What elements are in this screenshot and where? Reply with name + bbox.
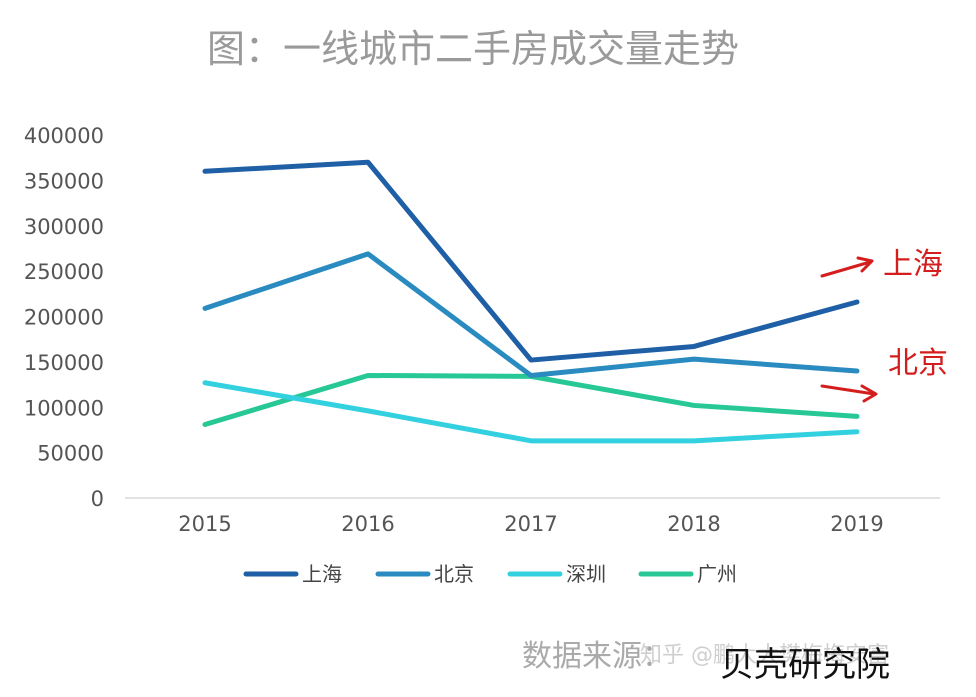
x-tick-label: 2017	[504, 512, 557, 536]
y-tick-label: 50000	[37, 442, 104, 466]
series-line-深圳	[202, 380, 860, 444]
legend: 上海 北京 深圳 广州	[243, 562, 737, 586]
chart-title: 图：一线城市二手房成交量走势	[207, 27, 739, 71]
y-tick-label: 200000	[24, 306, 104, 330]
x-tick-label: 2015	[178, 512, 231, 536]
legend-label: 上海	[302, 562, 342, 586]
y-tick-label: 350000	[24, 169, 104, 193]
shanghai-arrow-icon	[820, 256, 874, 278]
y-tick-label: 100000	[24, 396, 104, 420]
legend-label: 北京	[434, 562, 474, 586]
x-tick-label: 2019	[830, 512, 883, 536]
beijing-arrow-icon	[820, 384, 878, 403]
x-tick-label: 2016	[341, 512, 394, 536]
y-tick-label: 250000	[24, 260, 104, 284]
annotation-shanghai: 上海	[883, 247, 943, 282]
y-tick-label: 0	[91, 487, 104, 511]
y-tick-label: 300000	[24, 215, 104, 239]
series-line-北京	[202, 251, 860, 378]
y-tick-label: 400000	[24, 124, 104, 148]
annotation-beijing: 北京	[888, 346, 948, 381]
x-axis: 2015 2016 2017 2018 2019	[178, 512, 883, 536]
series-lines	[202, 159, 860, 444]
source-label: 数据来源：	[522, 639, 672, 674]
watermark: 知乎 @鹏大大樊梅梅安富	[640, 643, 889, 668]
x-tick-label: 2018	[667, 512, 720, 536]
y-axis: 0 50000 100000 150000 200000 250000 300000 3500…	[24, 124, 104, 511]
legend-label: 深圳	[566, 562, 606, 586]
series-line-上海	[202, 159, 860, 363]
y-tick-label: 150000	[24, 351, 104, 375]
source-value: 贝壳研究院	[720, 645, 890, 685]
annotations: 上海 北京	[820, 247, 948, 403]
legend-label: 广州	[697, 562, 737, 586]
